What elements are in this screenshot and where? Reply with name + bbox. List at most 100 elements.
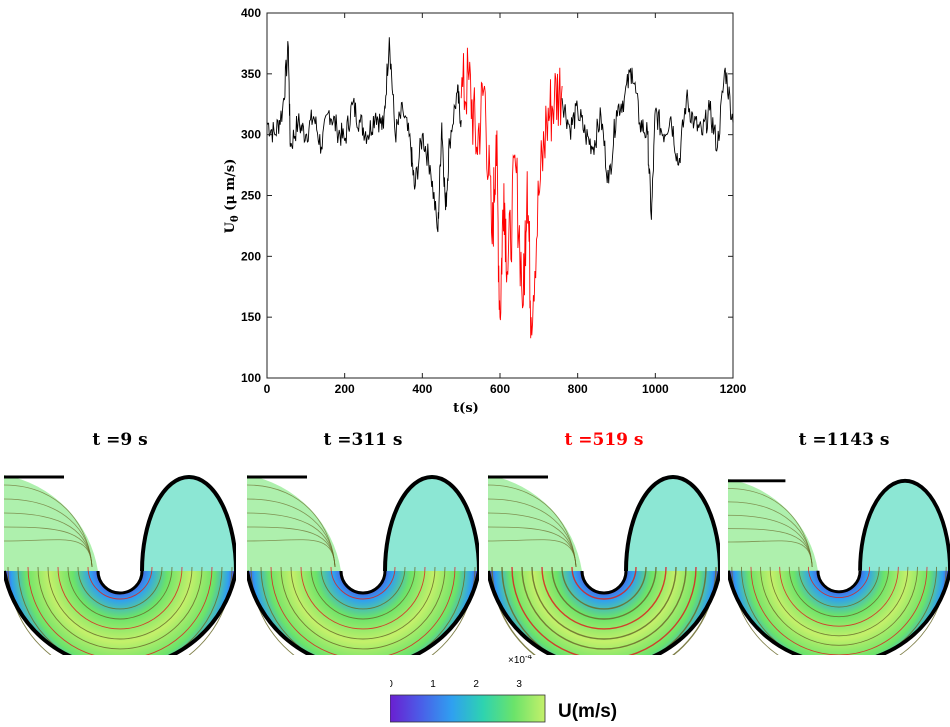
streamline: [4, 539, 93, 568]
colorbar-label: U(m/s): [558, 701, 617, 722]
streamline: [807, 566, 871, 598]
streamline: [561, 566, 647, 610]
x-axis-ticks: 0 200 400 600 800 1000 1200: [264, 13, 747, 396]
y-axis-ticks: 100 150 200 250 300 350 400: [241, 6, 733, 385]
streamline: [270, 566, 456, 655]
streamline: [37, 566, 203, 650]
inner-wall: [96, 570, 144, 595]
streamline: [27, 566, 213, 655]
x-tick-label: 1200: [720, 382, 747, 396]
streamline: [760, 566, 918, 646]
streamline: [280, 566, 446, 650]
outer-wall: [247, 570, 479, 655]
colorbar: ×10-4 0 1 2 3 U(m/s): [390, 655, 617, 723]
velocity-field-upper-left: [247, 475, 341, 571]
streamline: [750, 566, 928, 655]
velocity-field-lower: [247, 571, 479, 655]
colorbar-tick-label: 3: [516, 679, 522, 690]
y-axis-label: Uθ (μ m/s): [223, 159, 241, 234]
x-tick-label: 400: [412, 382, 432, 396]
y-tick-label: 250: [241, 189, 261, 203]
streamline: [310, 566, 416, 620]
x-tick-label: 600: [490, 382, 510, 396]
streamline: [551, 566, 657, 620]
series-line-2: [460, 47, 563, 339]
streamline: [740, 566, 938, 655]
velocity-field-upper-right: [860, 478, 950, 571]
velocity-field-upper-right: [626, 475, 720, 571]
velocity-field-upper-left: [4, 475, 98, 571]
streamline: [511, 566, 697, 655]
y-tick-label: 350: [241, 67, 261, 81]
plot-frame: [266, 12, 734, 379]
y-tick-label: 400: [241, 6, 261, 20]
panel-title: t =1143 s: [798, 430, 890, 450]
y-tick-label: 150: [241, 310, 261, 324]
streamline: [769, 566, 909, 637]
streamline: [521, 566, 687, 650]
time-series-chart: 0 200 400 600 800 1000 1200 100 150 200 250 300 350…: [223, 6, 747, 416]
streamline: [260, 566, 466, 655]
colorbar-tick-label: 0: [390, 679, 393, 690]
velocity-field-upper-right: [142, 475, 236, 571]
x-axis-label: t(s): [453, 401, 479, 416]
outer-wall: [4, 570, 236, 655]
upper-wall: [858, 478, 950, 571]
flow-panel-4: t =1143 s: [728, 430, 950, 660]
velocity-field-upper-right: [385, 475, 479, 571]
colorbar-ticks: 0 1 2 3: [390, 679, 522, 690]
velocity-field-3: [488, 475, 720, 655]
streamline: [728, 540, 813, 567]
velocity-field-2: [247, 475, 479, 655]
velocity-field-upper-left: [488, 475, 582, 571]
inner-wall: [580, 570, 628, 595]
y-tick-label: 100: [241, 371, 261, 385]
inner-wall: [816, 570, 862, 594]
streamline: [250, 566, 476, 655]
streamline: [290, 566, 436, 640]
streamline: [531, 566, 677, 640]
streamline: [330, 566, 396, 600]
streamline: [788, 566, 890, 618]
velocity-field-lower: [728, 570, 950, 655]
outer-wall: [488, 570, 720, 655]
outer-wall: [728, 570, 950, 655]
panel-title: t =9 s: [92, 430, 148, 450]
flow-panel-2: t =311 s: [247, 430, 479, 660]
flow-panel-1: t =9 s: [4, 430, 236, 660]
streamline: [779, 566, 899, 627]
velocity-field-1: [4, 475, 236, 655]
streamline: [7, 566, 233, 655]
streamline: [57, 566, 183, 630]
colorbar-tick-label: 2: [473, 679, 479, 690]
streamline: [541, 566, 667, 630]
velocity-field-upper-left: [728, 478, 818, 571]
upper-wall: [140, 475, 236, 572]
streamline: [488, 539, 577, 568]
velocity-field-lower: [4, 571, 236, 655]
x-tick-label: 200: [335, 382, 355, 396]
colorbar-multiplier: ×10-4: [508, 655, 533, 666]
x-tick-label: 0: [264, 382, 271, 396]
colorbar-tick-label: 1: [430, 679, 436, 690]
panel-title: t =311 s: [323, 430, 403, 450]
streamline: [17, 566, 223, 655]
colorbar-gradient: [390, 694, 546, 723]
inner-wall: [339, 570, 387, 595]
streamline: [501, 566, 707, 655]
x-tick-label: 800: [568, 382, 588, 396]
plot-area: [266, 12, 734, 379]
upper-wall: [624, 475, 720, 572]
streamline: [67, 566, 173, 620]
x-tick-label: 1000: [642, 382, 669, 396]
streamline: [300, 566, 426, 630]
streamline: [798, 566, 880, 608]
streamline: [491, 566, 717, 655]
y-tick-label: 300: [241, 128, 261, 142]
streamline: [731, 566, 947, 655]
upper-wall: [383, 475, 479, 572]
streamline: [47, 566, 193, 640]
series-line-1: [266, 37, 462, 233]
streamline: [247, 539, 336, 568]
velocity-field-lower: [488, 571, 720, 655]
